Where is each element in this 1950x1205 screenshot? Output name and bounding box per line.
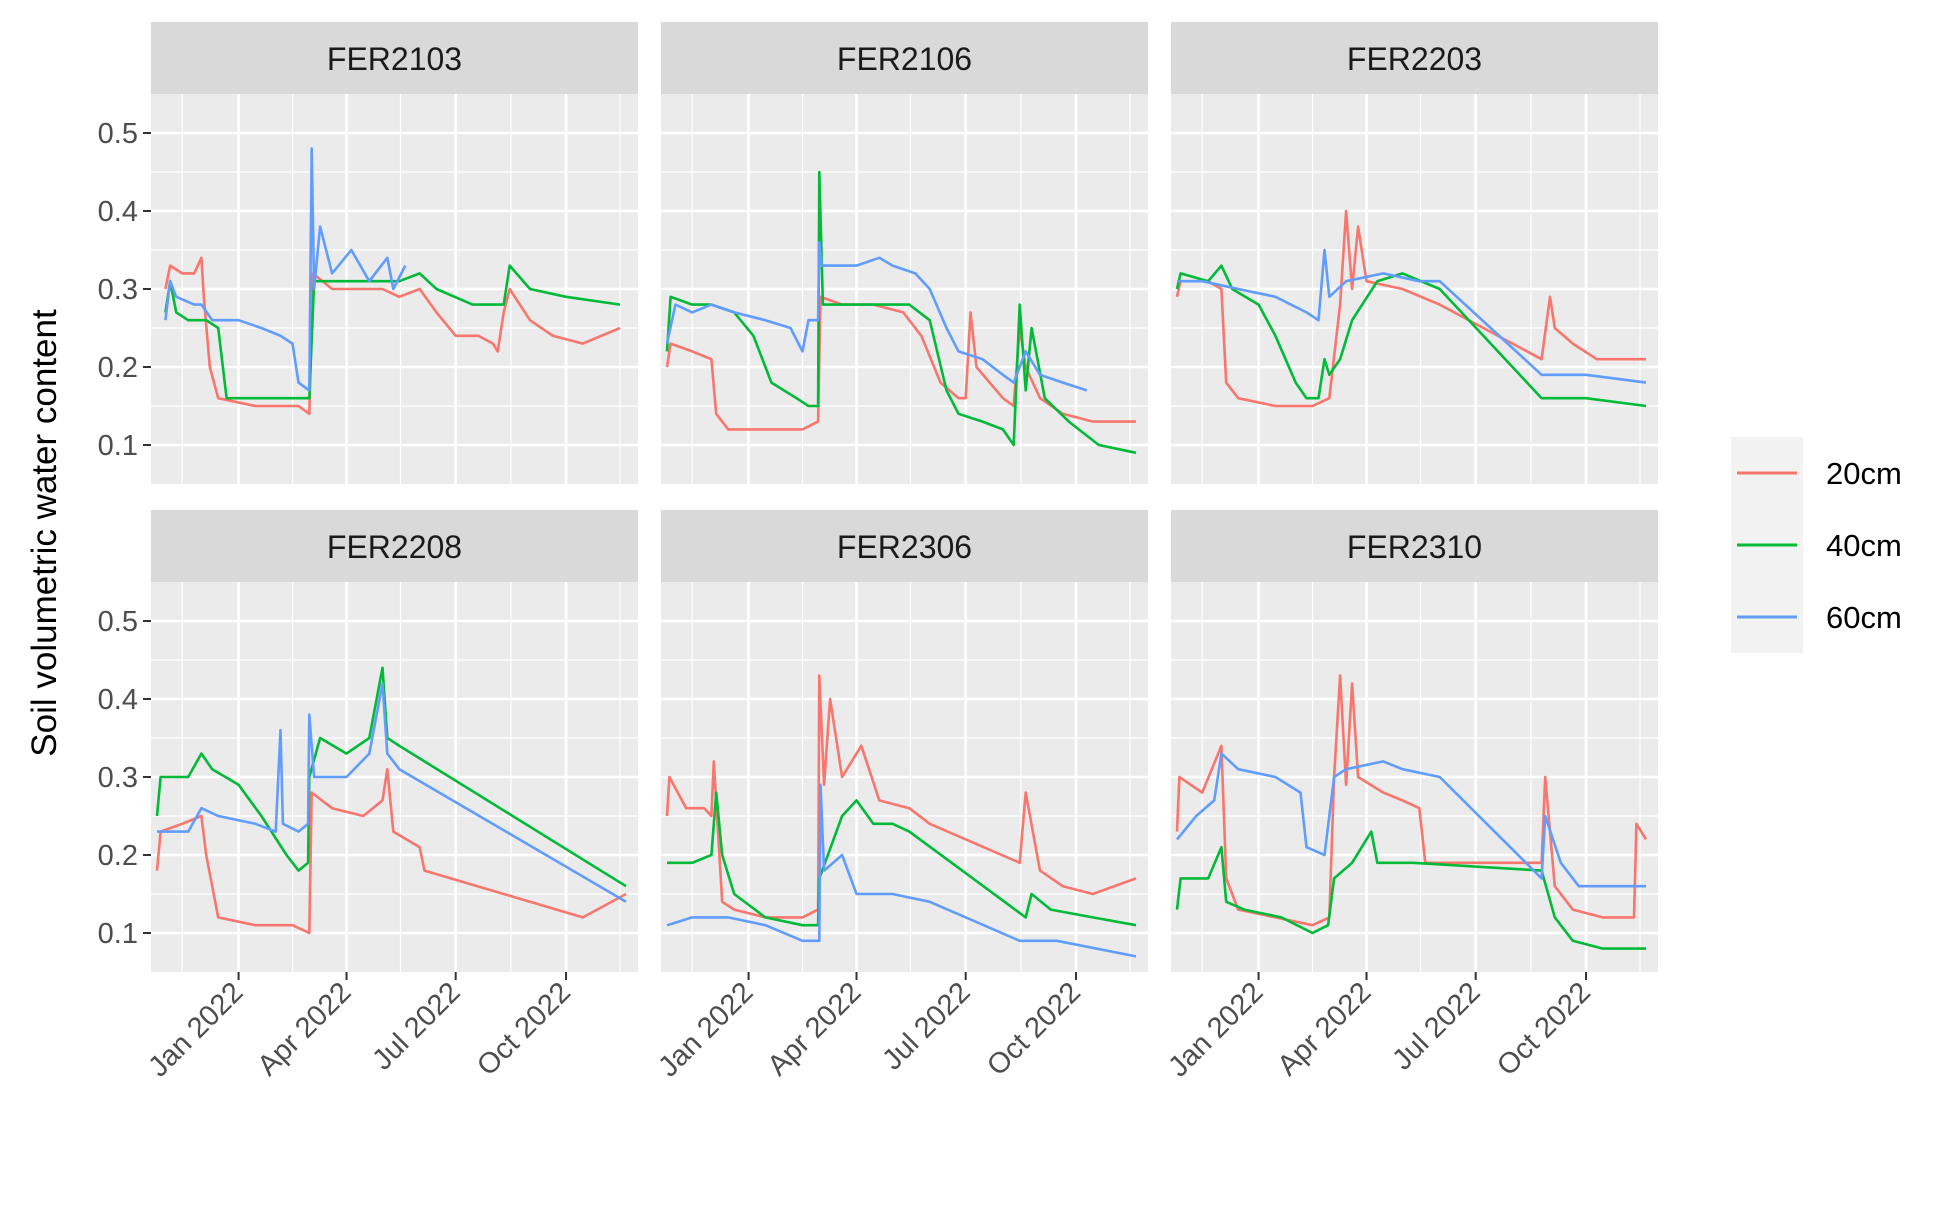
- y-tick-label: 0.1: [98, 430, 138, 462]
- x-tick-label: Jan 2022: [1163, 976, 1270, 1083]
- y-tick-label: 0.4: [98, 196, 138, 228]
- series-line-40cm: [665, 170, 1137, 455]
- facet-strip: [1171, 22, 1658, 94]
- x-tick-label: Apr 2022: [1272, 976, 1378, 1082]
- facet-panel: FER2103 0.1 0.2 0.3 0.4 0.5: [98, 22, 638, 484]
- facet-panel: FER2203: [1171, 22, 1658, 484]
- series-line-60cm: [1177, 248, 1647, 384]
- facet-panel: FER2208 0.1 0.2 0.3 0.4 0.5 Jan 2022 Apr 2022 Ju…: [98, 510, 638, 1083]
- series-line-60cm: [666, 783, 1137, 958]
- facet-panel: FER2310 Jan 2022 Apr 2022 Jul 2022 Oct 2022: [1163, 510, 1658, 1083]
- facet-strip: [151, 510, 638, 582]
- legend-label: 60cm: [1826, 600, 1902, 635]
- y-tick-label: 0.5: [98, 118, 138, 150]
- series-line-40cm: [1175, 264, 1647, 408]
- legend-label: 20cm: [1826, 456, 1902, 491]
- series-line-20cm: [1175, 209, 1646, 408]
- y-tick-label: 0.2: [98, 840, 138, 872]
- series-line-40cm: [155, 666, 627, 888]
- y-tick-label: 0.5: [98, 606, 138, 638]
- series-line-60cm: [157, 682, 627, 903]
- facet-title: FER2106: [837, 41, 972, 77]
- series-line-20cm: [155, 767, 627, 935]
- y-tick-label: 0.3: [98, 274, 138, 306]
- facet-panel: FER2106: [661, 22, 1148, 484]
- series-line-20cm: [164, 256, 621, 416]
- y-tick-label: 0.2: [98, 352, 138, 384]
- series-line-60cm: [1175, 752, 1646, 888]
- y-tick-label: 0.3: [98, 762, 138, 794]
- x-tick-label: Oct 2022: [981, 976, 1087, 1082]
- series-line-40cm: [667, 791, 1137, 927]
- facet-title: FER2310: [1347, 529, 1482, 565]
- x-tick-label: Jul 2022: [366, 976, 466, 1076]
- x-tick-label: Jul 2022: [1386, 976, 1486, 1076]
- series-line-60cm: [665, 240, 1088, 392]
- x-tick-label: Oct 2022: [471, 976, 577, 1082]
- x-tick-label: Apr 2022: [252, 976, 358, 1082]
- x-tick-label: Apr 2022: [762, 976, 868, 1082]
- series-line-20cm: [1175, 674, 1648, 927]
- x-tick-label: Jan 2022: [653, 976, 760, 1083]
- series-line-40cm: [164, 264, 621, 400]
- y-axis-title: Soil volumetric water content: [25, 309, 64, 757]
- x-tick-label: Jan 2022: [143, 976, 250, 1083]
- legend: 20cm 40cm 60cm: [1731, 437, 1902, 653]
- legend-label: 40cm: [1826, 528, 1902, 563]
- facet-strip: [661, 22, 1148, 94]
- facet-strip: [151, 22, 638, 94]
- facet-strip: [661, 510, 1148, 582]
- facet-title: FER2103: [327, 41, 462, 77]
- x-tick-label: Oct 2022: [1491, 976, 1597, 1082]
- series-line-40cm: [1175, 830, 1646, 950]
- facet-panels: FER2103 0.1 0.2 0.3 0.4 0.5 FER2106 FER2203 FER2…: [98, 22, 1658, 1083]
- y-tick-label: 0.4: [98, 684, 138, 716]
- facet-title: FER2306: [837, 529, 972, 565]
- x-tick-label: Jul 2022: [876, 976, 976, 1076]
- facet-strip: [1171, 510, 1658, 582]
- facet-title: FER2203: [1347, 41, 1482, 77]
- series-line-60cm: [164, 147, 407, 392]
- facet-panel: FER2306 Jan 2022 Apr 2022 Jul 2022 Oct 2022: [653, 510, 1148, 1083]
- facet-title: FER2208: [327, 529, 462, 565]
- series-line-20cm: [665, 674, 1137, 919]
- y-tick-label: 0.1: [98, 918, 138, 950]
